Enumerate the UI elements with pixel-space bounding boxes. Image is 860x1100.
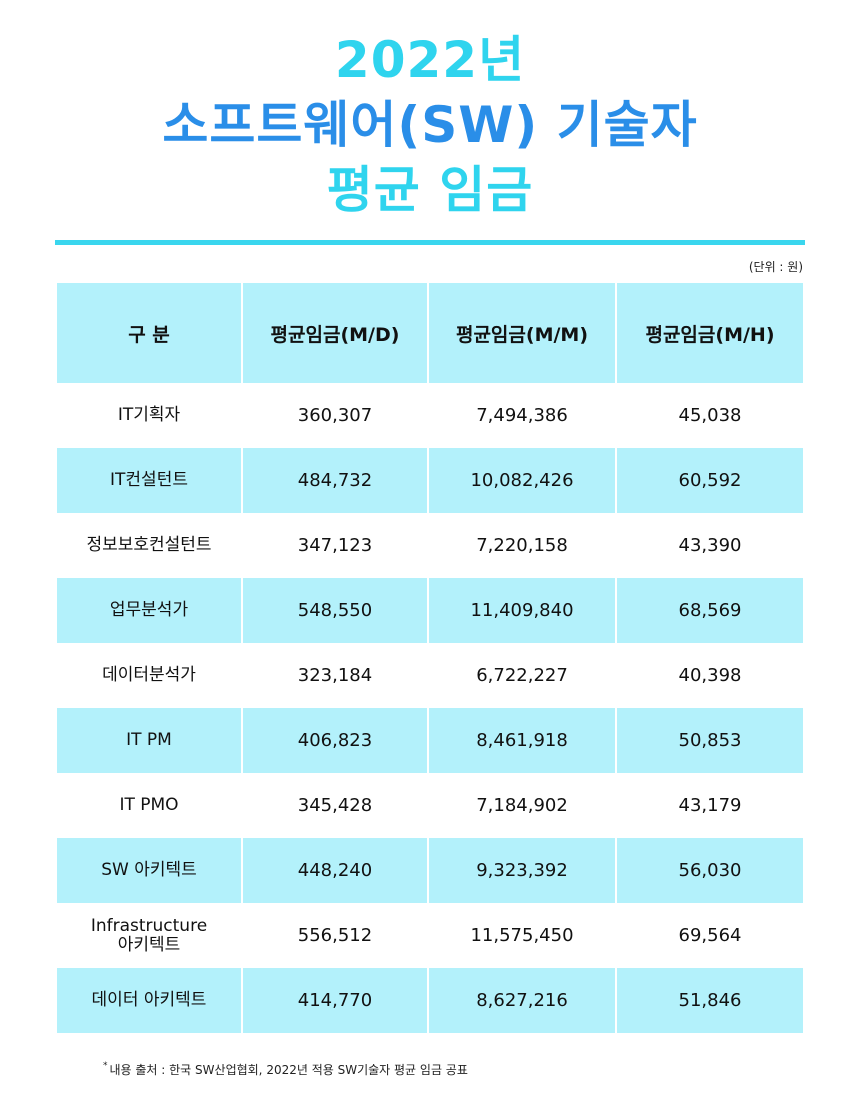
hourly-wage-cell: 56,030 xyxy=(617,838,803,903)
table-row: Infrastructure 아키텍트 556,512 11,575,450 6… xyxy=(57,903,803,968)
table-header-row: 구 분 평균임금(M/D) 평균임금(M/M) 평균임금(M/H) xyxy=(57,283,803,383)
hourly-wage-cell: 43,179 xyxy=(678,795,742,816)
daily-wage-cell: 323,184 xyxy=(297,665,373,686)
role-cell: 데이터 아키텍트 xyxy=(57,968,241,1033)
monthly-wage-cell: 7,220,158 xyxy=(476,535,568,556)
role-line: Infrastructure xyxy=(90,915,208,936)
role-line: 아키텍트 xyxy=(117,934,181,955)
header-monthly-wage: 평균임금(M/M) xyxy=(429,283,615,383)
monthly-wage-cell: 9,323,392 xyxy=(429,838,615,903)
daily-wage-cell: 406,823 xyxy=(243,708,427,773)
table-row: IT PM 406,823 8,461,918 50,853 xyxy=(57,708,803,773)
hourly-wage-cell: 68,569 xyxy=(617,578,803,643)
monthly-wage-cell: 7,494,386 xyxy=(476,405,568,426)
source-footnote: * 내용 출처 : 한국 SW산업협회, 2022년 적용 SW기술자 평균 임금… xyxy=(103,1061,468,1078)
role-cell: IT PMO xyxy=(119,795,179,815)
daily-wage-cell: 347,123 xyxy=(297,535,373,556)
role-cell: IT컨설턴트 xyxy=(57,448,241,513)
header-hourly-wage: 평균임금(M/H) xyxy=(617,283,803,383)
title-main: 소프트웨어(SW) 기술자 xyxy=(162,96,698,154)
hourly-wage-cell: 45,038 xyxy=(678,405,742,426)
table-row: 데이터분석가 323,184 6,722,227 40,398 xyxy=(57,643,803,708)
table-row: SW 아키텍트 448,240 9,323,392 56,030 xyxy=(57,838,803,903)
table-row: IT기획자 360,307 7,494,386 45,038 xyxy=(57,383,803,448)
table-row: IT컨설턴트 484,732 10,082,426 60,592 xyxy=(57,448,803,513)
title-sub: 평균 임금 xyxy=(326,161,534,219)
daily-wage-cell: 548,550 xyxy=(243,578,427,643)
role-cell: SW 아키텍트 xyxy=(57,838,241,903)
header-category: 구 분 xyxy=(57,283,241,383)
footnote-text: 내용 출처 : 한국 SW산업협회, 2022년 적용 SW기술자 평균 임금 … xyxy=(109,1063,468,1077)
role-cell: Infrastructure 아키텍트 xyxy=(57,903,241,968)
daily-wage-cell: 448,240 xyxy=(243,838,427,903)
unit-note: (단위 : 원) xyxy=(748,260,803,274)
role-cell: 업무분석가 xyxy=(57,578,241,643)
table-row: IT PMO 345,428 7,184,902 43,179 xyxy=(57,773,803,838)
role-cell: 데이터분석가 xyxy=(102,665,196,685)
title-divider xyxy=(55,240,805,245)
monthly-wage-cell: 10,082,426 xyxy=(429,448,615,513)
header-daily-wage: 평균임금(M/D) xyxy=(243,283,427,383)
hourly-wage-cell: 51,846 xyxy=(617,968,803,1033)
table-row: 정보보호컨설턴트 347,123 7,220,158 43,390 xyxy=(57,513,803,578)
role-cell: 정보보호컨설턴트 xyxy=(86,535,212,555)
daily-wage-cell: 360,307 xyxy=(297,405,373,426)
role-cell: IT PM xyxy=(57,708,241,773)
daily-wage-cell: 345,428 xyxy=(297,795,373,816)
monthly-wage-cell: 6,722,227 xyxy=(476,665,568,686)
title-year: 2022년 xyxy=(334,31,526,89)
table-row: 데이터 아키텍트 414,770 8,627,216 51,846 xyxy=(57,968,803,1033)
hourly-wage-cell: 40,398 xyxy=(678,665,742,686)
monthly-wage-cell: 8,627,216 xyxy=(429,968,615,1033)
hourly-wage-cell: 43,390 xyxy=(678,535,742,556)
footnote-mark: * xyxy=(103,1061,108,1071)
monthly-wage-cell: 11,409,840 xyxy=(429,578,615,643)
monthly-wage-cell: 11,575,450 xyxy=(470,925,574,946)
monthly-wage-cell: 8,461,918 xyxy=(429,708,615,773)
hourly-wage-cell: 50,853 xyxy=(617,708,803,773)
daily-wage-cell: 556,512 xyxy=(297,925,373,946)
title-block: 2022년 소프트웨어(SW) 기술자 평균 임금 xyxy=(0,28,860,223)
daily-wage-cell: 414,770 xyxy=(243,968,427,1033)
daily-wage-cell: 484,732 xyxy=(243,448,427,513)
table-row: 업무분석가 548,550 11,409,840 68,569 xyxy=(57,578,803,643)
monthly-wage-cell: 7,184,902 xyxy=(476,795,568,816)
role-cell: IT기획자 xyxy=(117,405,181,425)
hourly-wage-cell: 69,564 xyxy=(678,925,742,946)
wage-table: 구 분 평균임금(M/D) 평균임금(M/M) 평균임금(M/H) IT기획자 … xyxy=(55,283,805,1033)
hourly-wage-cell: 60,592 xyxy=(617,448,803,513)
